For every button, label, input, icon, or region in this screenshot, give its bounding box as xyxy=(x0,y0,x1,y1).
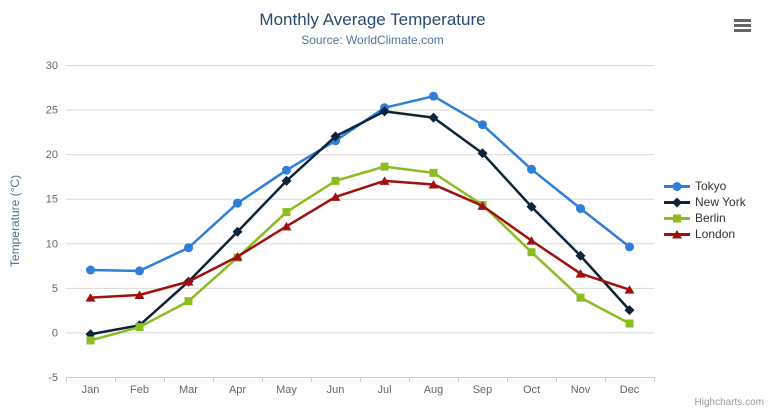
data-point-marker[interactable] xyxy=(576,293,585,302)
data-point-marker[interactable] xyxy=(281,175,292,186)
data-point-marker[interactable] xyxy=(85,293,96,302)
data-point-marker[interactable] xyxy=(624,305,635,316)
y-axis-label: 10 xyxy=(46,238,58,250)
data-point-marker[interactable] xyxy=(575,269,586,278)
series-tokyo[interactable] xyxy=(86,91,634,276)
data-point-marker[interactable] xyxy=(330,192,341,201)
legend-marker-icon xyxy=(664,214,690,222)
data-point-marker[interactable] xyxy=(380,162,389,171)
data-point-marker[interactable] xyxy=(527,248,536,257)
data-point-marker[interactable] xyxy=(625,319,634,328)
x-axis-label: Oct xyxy=(523,384,540,396)
legend-marker-icon xyxy=(664,229,690,239)
data-point-marker[interactable] xyxy=(232,252,243,261)
x-axis-label: May xyxy=(276,384,297,396)
x-axis-label: Aug xyxy=(424,384,444,396)
data-point-marker[interactable] xyxy=(86,265,95,275)
data-point-marker[interactable] xyxy=(527,164,536,174)
data-point-marker[interactable] xyxy=(478,120,487,130)
data-point-marker[interactable] xyxy=(672,197,682,207)
y-axis-label: 0 xyxy=(52,327,58,339)
data-point-marker[interactable] xyxy=(575,250,586,261)
y-axis-label: -5 xyxy=(48,372,58,384)
data-point-marker[interactable] xyxy=(331,176,340,185)
series-line xyxy=(89,165,631,342)
x-axis-label: Jun xyxy=(327,384,345,396)
legend-item-tokyo[interactable]: Tokyo xyxy=(664,178,746,194)
data-point-marker[interactable] xyxy=(625,242,634,252)
data-point-marker[interactable] xyxy=(379,176,390,185)
data-point-marker[interactable] xyxy=(183,277,194,286)
data-point-marker[interactable] xyxy=(379,106,390,117)
data-point-marker[interactable] xyxy=(135,323,144,332)
x-axis-label: Jan xyxy=(82,384,100,396)
legend: Tokyo New York Berlin London xyxy=(664,178,746,242)
y-axis-title: Temperature (°C) xyxy=(8,174,22,268)
series-line xyxy=(89,94,631,273)
data-point-marker[interactable] xyxy=(282,208,291,217)
x-axis-label: Apr xyxy=(229,384,246,396)
data-point-marker[interactable] xyxy=(428,112,439,123)
data-point-marker[interactable] xyxy=(232,226,243,237)
y-axis-label: 30 xyxy=(46,60,58,72)
y-axis-label: 15 xyxy=(46,194,58,206)
legend-marker-icon xyxy=(664,197,690,207)
x-axis-label: Mar xyxy=(179,384,198,396)
data-point-marker[interactable] xyxy=(428,179,439,189)
series-new-york[interactable] xyxy=(85,106,635,340)
data-point-marker[interactable] xyxy=(134,290,145,299)
series-line xyxy=(89,179,631,299)
data-point-marker[interactable] xyxy=(233,198,242,208)
legend-marker-icon xyxy=(664,181,690,191)
legend-label: Berlin xyxy=(695,211,726,225)
data-point-marker[interactable] xyxy=(477,148,488,159)
data-point-marker[interactable] xyxy=(526,201,537,212)
x-axis-label: Sep xyxy=(473,384,493,396)
x-axis-label: Jul xyxy=(377,384,391,396)
data-point-marker[interactable] xyxy=(673,214,681,222)
legend-label: New York xyxy=(695,195,746,209)
hamburger-icon xyxy=(734,19,751,32)
series-london[interactable] xyxy=(85,176,635,302)
chart-subtitle: Source: WorldClimate.com xyxy=(301,33,444,47)
x-axis-label: Dec xyxy=(620,384,640,396)
data-point-marker[interactable] xyxy=(672,229,682,239)
data-point-marker[interactable] xyxy=(576,204,585,214)
credits-link[interactable]: Highcharts.com xyxy=(694,397,764,408)
x-axis-label: Feb xyxy=(130,384,149,396)
data-point-marker[interactable] xyxy=(330,131,341,142)
data-point-marker[interactable] xyxy=(135,266,144,276)
legend-item-berlin[interactable]: Berlin xyxy=(664,210,746,226)
data-point-marker[interactable] xyxy=(672,181,682,191)
legend-item-london[interactable]: London xyxy=(664,226,746,242)
data-point-marker[interactable] xyxy=(624,285,635,294)
data-point-marker[interactable] xyxy=(477,201,488,210)
data-point-marker[interactable] xyxy=(184,243,193,253)
y-axis-label: 25 xyxy=(46,105,58,117)
legend-label: Tokyo xyxy=(695,179,727,193)
legend-item-new-york[interactable]: New York xyxy=(664,194,746,210)
data-point-marker[interactable] xyxy=(184,297,193,306)
series-line xyxy=(89,110,631,336)
data-point-marker[interactable] xyxy=(282,165,291,175)
context-menu-button[interactable] xyxy=(734,19,751,32)
data-point-marker[interactable] xyxy=(281,221,292,231)
data-point-marker[interactable] xyxy=(429,91,438,101)
y-axis-label: 5 xyxy=(52,283,58,295)
chart-title: Monthly Average Temperature xyxy=(259,10,486,29)
y-axis-label: 20 xyxy=(46,149,58,161)
x-axis-label: Nov xyxy=(571,384,591,396)
data-point-marker[interactable] xyxy=(526,236,537,245)
legend-label: London xyxy=(695,227,736,241)
data-point-marker[interactable] xyxy=(86,336,95,345)
data-point-marker[interactable] xyxy=(429,168,438,177)
